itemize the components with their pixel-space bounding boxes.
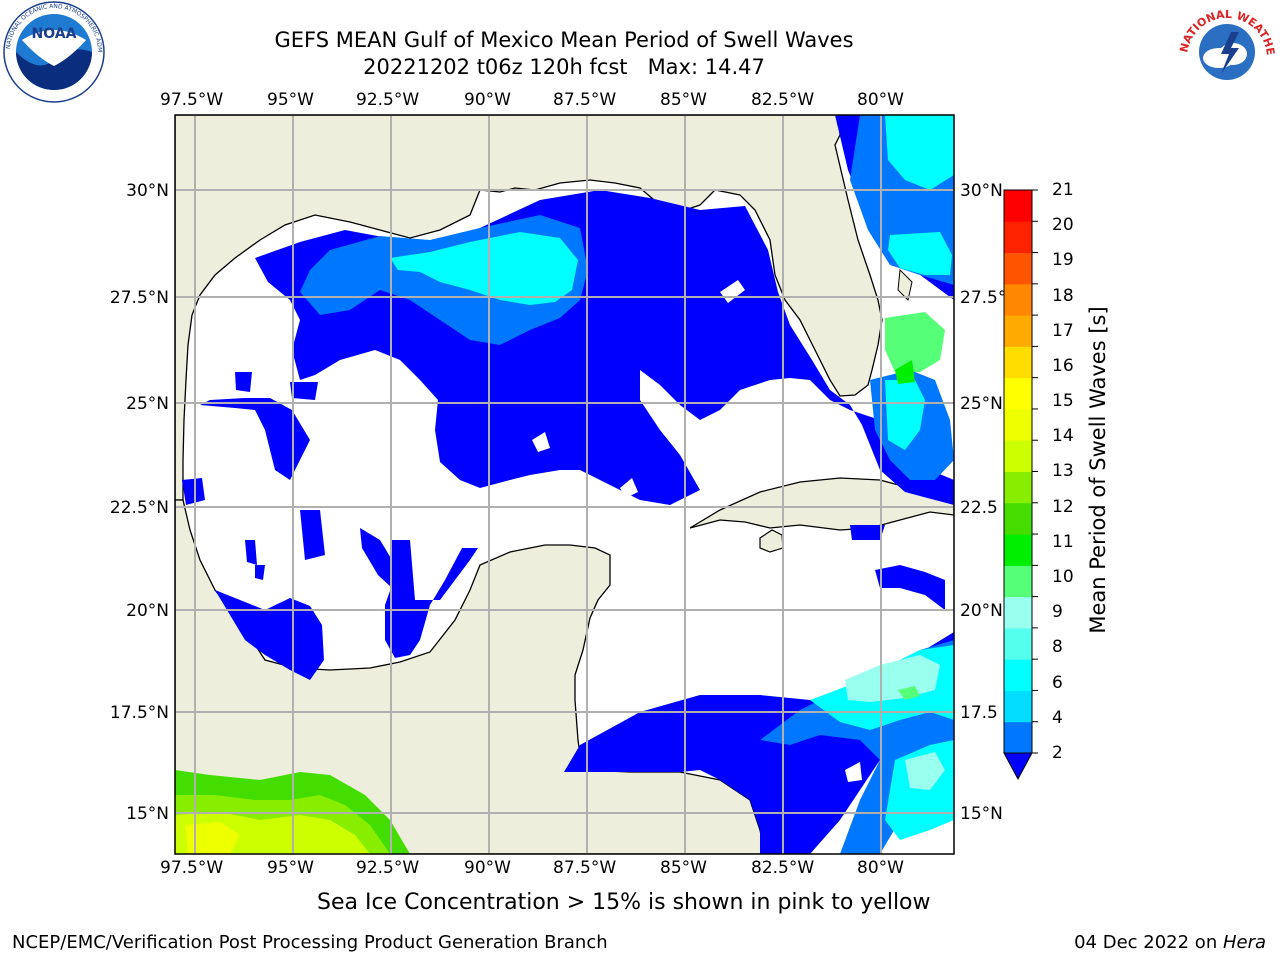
lon-label-bottom: 85°W xyxy=(660,858,707,878)
colorbar-swatch xyxy=(1004,502,1032,535)
colorbar-swatch xyxy=(1004,283,1032,316)
colorbar-tick: 9 xyxy=(1052,602,1063,622)
lat-label-right: 30°N xyxy=(960,181,1003,201)
lat-label-right: 22.5 xyxy=(960,498,998,518)
sea-ice-note: Sea Ice Concentration > 15% is shown in … xyxy=(317,890,931,915)
svg-text:NOAA: NOAA xyxy=(32,26,77,42)
colorbar-swatch xyxy=(1004,315,1032,347)
lon-label-bottom: 87.5°W xyxy=(553,858,617,878)
footer-branch: NCEP/EMC/Verification Post Processing Pr… xyxy=(12,932,608,953)
lon-label-top: 97.5°W xyxy=(160,90,224,110)
colorbar-swatch xyxy=(1004,627,1032,660)
lon-label-top: 87.5°W xyxy=(553,90,617,110)
map-frame xyxy=(174,114,955,855)
colorbar-tick: 2 xyxy=(1052,743,1063,763)
colorbar-tick: 6 xyxy=(1052,673,1063,693)
colorbar-swatch xyxy=(1004,252,1032,285)
colorbar-tick: 18 xyxy=(1052,286,1074,306)
colorbar-tick: 15 xyxy=(1052,391,1074,411)
footer-date-text: 04 Dec 2022 on xyxy=(1074,932,1223,953)
colorbar-tick: 19 xyxy=(1052,250,1074,270)
lon-label-bottom: 82.5°W xyxy=(751,858,815,878)
colorbar-tick: 20 xyxy=(1052,215,1074,235)
lon-label-bottom: 97.5°W xyxy=(160,858,224,878)
colorbar-extend-triangle xyxy=(1003,752,1033,781)
colorbar-tick: 13 xyxy=(1052,461,1074,481)
lon-label-top: 90°W xyxy=(464,90,511,110)
lon-label-top: 95°W xyxy=(267,90,314,110)
colorbar-swatch xyxy=(1004,596,1032,629)
swell-field-9-11s xyxy=(885,312,945,700)
colorbar-swatch xyxy=(1004,659,1032,691)
swell-field-11-12s xyxy=(895,360,915,384)
map-subtitle: 20221202 t06z 120h fcst Max: 14.47 xyxy=(363,55,765,79)
colorbar-swatch xyxy=(1004,221,1032,254)
colorbar-tick: 11 xyxy=(1052,532,1074,552)
lat-label-right: 17.5 xyxy=(960,703,998,723)
lat-label-left: 30°N xyxy=(126,181,169,201)
map xyxy=(174,114,955,855)
lon-label-top: 85°W xyxy=(660,90,707,110)
colorbar-swatch xyxy=(1004,440,1032,472)
colorbar-swatch xyxy=(1004,534,1032,566)
lat-label-left: 17.5°N xyxy=(109,703,169,723)
lat-label-right: 27.5° xyxy=(960,288,1007,308)
lon-label-bottom: 92.5°W xyxy=(356,858,420,878)
colorbar-swatch xyxy=(1004,565,1032,598)
lat-label-left: 20°N xyxy=(126,601,169,621)
land-us-florida xyxy=(175,115,883,501)
colorbar-swatch xyxy=(1004,408,1032,441)
swell-field-6-8s xyxy=(390,115,954,840)
lon-label-top: 82.5°W xyxy=(751,90,815,110)
noaa-logo: NOAA NATIONAL OCEANIC AND ATMOSPHERIC AD… xyxy=(0,0,108,108)
colorbar-swatch xyxy=(1004,346,1032,379)
colorbar-label: Mean Period of Swell Waves [s] xyxy=(1086,306,1110,634)
lat-label-right: 25°N xyxy=(960,394,1003,414)
colorbar-tick: 12 xyxy=(1052,497,1074,517)
lon-label-bottom: 90°W xyxy=(464,858,511,878)
colorbar-swatch xyxy=(1004,471,1032,504)
colorbar-tick: 16 xyxy=(1052,356,1074,376)
lat-label-right: 20°N xyxy=(960,601,1003,621)
lat-label-left: 22.5°N xyxy=(109,498,169,518)
land-cuba xyxy=(689,477,954,531)
colorbar-swatch xyxy=(1004,721,1032,754)
colorbar-tick: 4 xyxy=(1052,708,1063,728)
colorbar-tick: 10 xyxy=(1052,567,1074,587)
colorbar-tick: 14 xyxy=(1052,426,1074,446)
footer-host: Hera xyxy=(1222,932,1266,953)
graticule xyxy=(175,115,954,854)
lat-label-left: 25°N xyxy=(126,394,169,414)
colorbar-swatch xyxy=(1004,377,1032,410)
colorbar-tick: 21 xyxy=(1052,180,1074,200)
lon-label-top: 80°W xyxy=(857,90,904,110)
lon-label-top: 92.5°W xyxy=(356,90,420,110)
lon-label-bottom: 80°W xyxy=(857,858,904,878)
lat-label-right: 15°N xyxy=(960,804,1003,824)
colorbar-swatch xyxy=(1004,190,1032,222)
colorbar xyxy=(996,182,1056,786)
lon-label-bottom: 95°W xyxy=(267,858,314,878)
lat-label-left: 15°N xyxy=(126,804,169,824)
footer-date: 04 Dec 2022 on Hera xyxy=(1074,932,1266,953)
lat-label-left: 27.5°N xyxy=(109,288,169,308)
colorbar-swatch xyxy=(1004,690,1032,723)
colorbar-tick: 8 xyxy=(1052,637,1063,657)
map-title: GEFS MEAN Gulf of Mexico Mean Period of … xyxy=(274,28,854,52)
nws-logo: NATIONAL WEATHER SERVICE xyxy=(1171,0,1280,100)
colorbar-tick: 17 xyxy=(1052,321,1074,341)
